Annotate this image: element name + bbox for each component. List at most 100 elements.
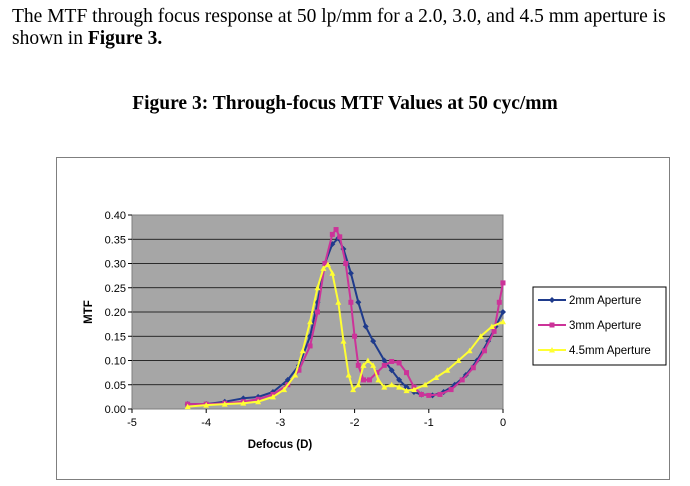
series-2-point-4 (255, 398, 262, 405)
series-1-point-23 (396, 360, 402, 366)
series-2-point-15 (340, 338, 347, 344)
x-tick-label-1: -4 (201, 417, 211, 429)
legend-label-0: 2mm Aperture (569, 295, 641, 307)
series-1-point-20 (374, 370, 380, 376)
figure-reference: Figure 3. (87, 28, 163, 49)
series-1-point-10 (322, 261, 328, 266)
y-tick-label-5: 0.25 (105, 283, 126, 295)
series-2-point-5 (269, 393, 276, 400)
series-2-point-35 (500, 318, 506, 325)
series-1-point-11 (329, 231, 335, 237)
x-axis-title: Defocus (D) (248, 439, 313, 451)
series-0-point-16 (362, 323, 369, 330)
series-2-point-24 (388, 381, 395, 388)
series-2-point-30 (444, 367, 451, 373)
series-2-point-9 (307, 318, 314, 325)
series-2-point-18 (355, 381, 362, 388)
series-1-point-35 (500, 280, 506, 286)
series-2-point-32 (466, 347, 473, 354)
series-2-point-31 (455, 357, 462, 363)
intro-paragraph: The MTF through focus response at 50 lp/… (12, 6, 682, 50)
series-0-point-20 (396, 376, 403, 383)
y-tick-label-7: 0.35 (105, 234, 126, 246)
series-2-point-17 (350, 386, 357, 393)
series-2-point-19 (360, 362, 367, 368)
series-0-point-15 (355, 299, 362, 306)
series-2-point-34 (488, 323, 495, 330)
intro-text: The MTF through focus response at 50 lp/… (12, 6, 666, 49)
series-1-point-26 (418, 391, 424, 397)
series-1-point-7 (296, 367, 302, 373)
series-1-point-24 (404, 370, 410, 376)
series-1-point-29 (448, 387, 454, 393)
x-tick-label-2: -3 (276, 417, 286, 429)
series-2-point-13 (329, 270, 336, 276)
series-0-point-14 (347, 270, 354, 277)
series-2-point-7 (292, 372, 299, 378)
series-1-point-32 (481, 348, 487, 354)
series-2-point-20 (364, 357, 371, 363)
series-2-point-23 (381, 384, 388, 390)
series-2-point-8 (299, 347, 306, 354)
series-2-point-1 (203, 402, 210, 408)
series-2-point-21 (370, 362, 377, 368)
series-2-point-6 (281, 386, 288, 393)
series-line-0 (187, 237, 504, 406)
series-1-point-30 (459, 377, 465, 383)
x-tick-label-5: 0 (500, 417, 506, 429)
series-2-point-10 (314, 284, 321, 291)
legend-marker-2 (549, 347, 555, 353)
series-0-point-17 (370, 338, 377, 345)
series-2-point-33 (477, 333, 484, 339)
series-2-point-11 (320, 265, 327, 271)
series-1-point-27 (426, 392, 432, 398)
series-2-point-29 (433, 374, 440, 380)
series-0-point-21 (403, 384, 410, 391)
series-1-point-19 (366, 377, 372, 383)
series-2-point-26 (403, 387, 410, 394)
x-tick-label-4: -1 (424, 417, 434, 429)
series-1-point-34 (496, 299, 502, 305)
series-1-point-14 (343, 261, 349, 266)
series-1-point-17 (355, 362, 361, 368)
series-1-point-9 (315, 309, 320, 315)
series-2-point-22 (375, 376, 382, 383)
y-tick-label-8: 0.40 (105, 210, 126, 222)
series-1-point-22 (389, 358, 395, 364)
series-1-point-33 (491, 328, 497, 334)
y-axis-title: MTF (83, 300, 95, 324)
y-tick-label-0: 0.00 (105, 404, 126, 416)
x-tick-label-3: -2 (350, 417, 360, 429)
series-2-point-27 (410, 386, 417, 393)
y-tick-label-6: 0.30 (105, 259, 126, 271)
legend-label-1: 3mm Aperture (569, 320, 641, 332)
series-1-point-21 (381, 362, 387, 368)
series-1-point-16 (352, 333, 358, 339)
series-1-point-31 (470, 365, 476, 371)
series-1-point-15 (348, 299, 354, 305)
y-tick-label-1: 0.05 (105, 380, 126, 392)
series-2-point-28 (422, 381, 429, 388)
series-2-point-16 (345, 372, 352, 378)
series-0-point-31 (500, 309, 506, 315)
series-2-point-25 (396, 384, 403, 390)
series-1-point-13 (337, 234, 343, 240)
series-0-point-19 (388, 367, 395, 374)
series-2-point-14 (335, 299, 342, 305)
figure-title: Figure 3: Through-focus MTF Values at 50… (132, 93, 558, 114)
series-1-point-12 (333, 227, 339, 233)
y-tick-label-4: 0.20 (105, 307, 126, 319)
x-axis: -5 -4 -3 -2 -1 0 (127, 409, 506, 429)
series-0-point-18 (381, 357, 388, 364)
y-tick-label-3: 0.15 (105, 331, 126, 343)
legend-marker-0 (549, 297, 555, 303)
series-group (184, 227, 506, 410)
series-2-point-0 (184, 403, 191, 410)
legend-marker-1 (549, 322, 555, 328)
legend: 2mm Aperture 3mm Aperture 4.5mm Aperture (532, 286, 667, 366)
series-2-point-12 (324, 261, 331, 267)
x-tick-label-0: -5 (127, 417, 137, 429)
series-2-point-3 (240, 400, 247, 406)
series-1-point-28 (437, 391, 443, 397)
